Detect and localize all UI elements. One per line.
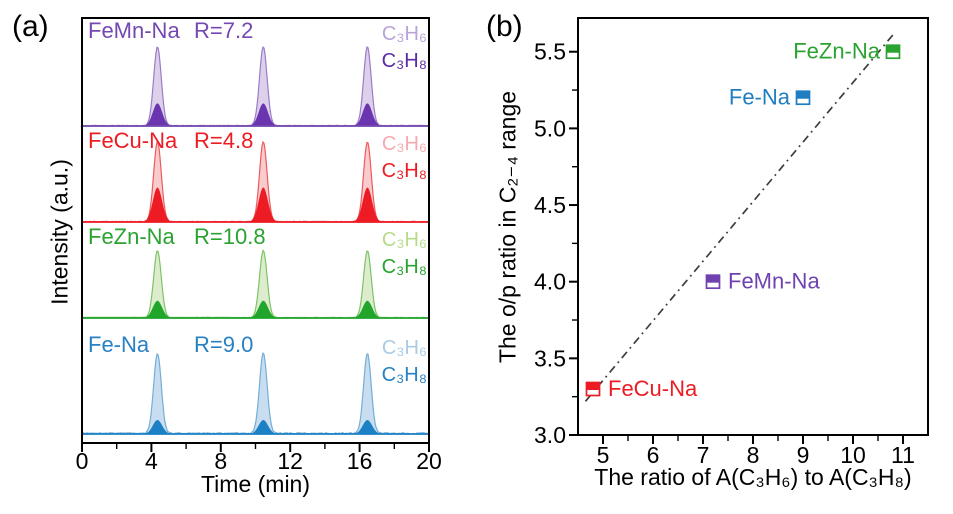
trace-FeMn-Na-c3h6-peaks <box>79 45 430 127</box>
point-FeZn-Na: FeZn-Na <box>793 39 901 64</box>
trace-FeCu-Na-c3h6-label: C₃H₆ <box>382 133 427 155</box>
point-label-FeMn-Na: FeMn-Na <box>728 269 820 294</box>
panel-b-y-tick-label: 3.5 <box>534 345 566 371</box>
trace-FeZn-Na: FeZn-Na R=10.8 C₃H₆ C₃H₈ <box>81 224 430 319</box>
panel-a-x-tick-label: 12 <box>277 448 303 474</box>
trace-FeCu-Na-c3h6-peaks <box>81 140 430 223</box>
panel-a-x-tick-label: 0 <box>76 448 89 474</box>
trace-FeMn-Na-c3h8-label: C₃H₈ <box>382 50 427 72</box>
trace-Fe-Na-c3h6-peaks <box>81 351 430 435</box>
trace-FeZn-Na-name-label: FeZn-Na <box>88 224 176 249</box>
trace-FeZn-Na-c3h6-label: C₃H₆ <box>382 229 427 251</box>
trace-Fe-Na: Fe-Na R=9.0 C₃H₆ C₃H₈ <box>81 332 430 435</box>
panel-b-label: (b) <box>486 10 523 43</box>
panel-b-x-tick-label: 8 <box>747 442 760 468</box>
panel-b-x-axis-title: The ratio of A(C₃H₆) to A(C₃H₈) <box>594 464 912 490</box>
trace-FeCu-Na-c3h8-peaks <box>82 187 429 222</box>
panel-b-y-tick-label: 5.0 <box>534 115 566 141</box>
panel-b-x-tick-label: 9 <box>797 442 810 468</box>
point-Fe-Na: Fe-Na <box>729 85 811 110</box>
panel-a-x-tick-label: 8 <box>214 448 227 474</box>
panel-b-y-tick-label: 5.5 <box>534 39 566 65</box>
trace-FeCu-Na: FeCu-Na R=4.8 C₃H₆ C₃H₈ <box>81 128 430 223</box>
panel-b-x-tick-label: 5 <box>597 442 610 468</box>
trace-FeMn-Na-r-value-label: R=7.2 <box>194 18 253 43</box>
panel-a-label: (a) <box>12 10 49 43</box>
marker-fill-FeZn-Na <box>886 45 900 53</box>
trace-Fe-Na-r-value-label: R=9.0 <box>194 332 253 357</box>
trace-Fe-Na-c3h6-label: C₃H₆ <box>382 337 427 359</box>
trace-FeZn-Na-c3h8-label: C₃H₈ <box>382 256 427 278</box>
trace-FeCu-Na-name-label: FeCu-Na <box>88 128 178 153</box>
trace-FeMn-Na-name-label: FeMn-Na <box>88 18 180 43</box>
marker-fill-Fe-Na <box>796 91 810 99</box>
trace-Fe-Na-c3h8-label: C₃H₈ <box>382 364 427 386</box>
point-label-FeZn-Na: FeZn-Na <box>793 39 881 64</box>
panel-b-frame <box>577 17 929 436</box>
panel-b-y-tick-label: 4.5 <box>534 192 566 218</box>
point-label-FeCu-Na: FeCu-Na <box>608 376 698 401</box>
point-FeCu-Na: FeCu-Na <box>585 376 698 401</box>
panel-a-y-axis-title: Intensity (a.u.) <box>46 159 73 305</box>
point-label-Fe-Na: Fe-Na <box>729 85 791 110</box>
panel-a-x-tick-label: 4 <box>145 448 158 474</box>
trace-Fe-Na-name-label: Fe-Na <box>88 332 150 357</box>
panel-a-x-tick-label: 20 <box>416 448 442 474</box>
trace-FeCu-Na-c3h8-label: C₃H₈ <box>382 160 427 182</box>
trace-FeZn-Na-c3h6-peaks <box>81 249 430 319</box>
panel-b-x-tick-label: 11 <box>891 442 915 468</box>
trace-FeCu-Na-r-value-label: R=4.8 <box>194 128 253 153</box>
trace-FeMn-Na-c3h6-label: C₃H₆ <box>382 23 427 45</box>
trace-FeMn-Na: FeMn-Na R=7.2 C₃H₆ C₃H₈ <box>79 18 430 127</box>
marker-fill-FeCu-Na <box>586 382 600 391</box>
panel-b-plot: 5 6 7 8 9 10 11 3.0 3.5 4.0 4.5 5.0 5.5 FeCu-Na FeMn-N… <box>534 17 929 468</box>
trace-FeZn-Na-r-value-label: R=10.8 <box>194 224 266 249</box>
trendline <box>584 31 897 402</box>
panel-a-plot: FeMn-Na R=7.2 C₃H₆ C₃H₈ FeCu-Na R=4.8 C₃H₆ C₃H₈… <box>76 17 442 474</box>
panel-b-y-axis-title: The o/p ratio in C₂₋₄ range <box>494 90 521 364</box>
marker-fill-FeMn-Na <box>706 275 720 283</box>
point-FeMn-Na: FeMn-Na <box>705 269 820 294</box>
panel-b-x-tick-label: 6 <box>647 442 660 468</box>
panel-a-x-tick-label: 16 <box>347 448 373 474</box>
panel-b-y-tick-label: 3.0 <box>534 422 566 448</box>
trace-FeMn-Na-c3h8-peaks <box>82 103 429 126</box>
panel-b-x-tick-label: 7 <box>697 442 710 468</box>
panel-b-y-tick-label: 4.0 <box>534 269 566 295</box>
panel-b-x-tick-label: 10 <box>840 442 866 468</box>
trace-Fe-Na-c3h8-peaks <box>82 420 429 434</box>
panel-a-x-axis-title: Time (min) <box>200 471 311 497</box>
panel-a-frame <box>81 17 430 444</box>
trace-FeZn-Na-c3h8-peaks <box>82 300 429 318</box>
